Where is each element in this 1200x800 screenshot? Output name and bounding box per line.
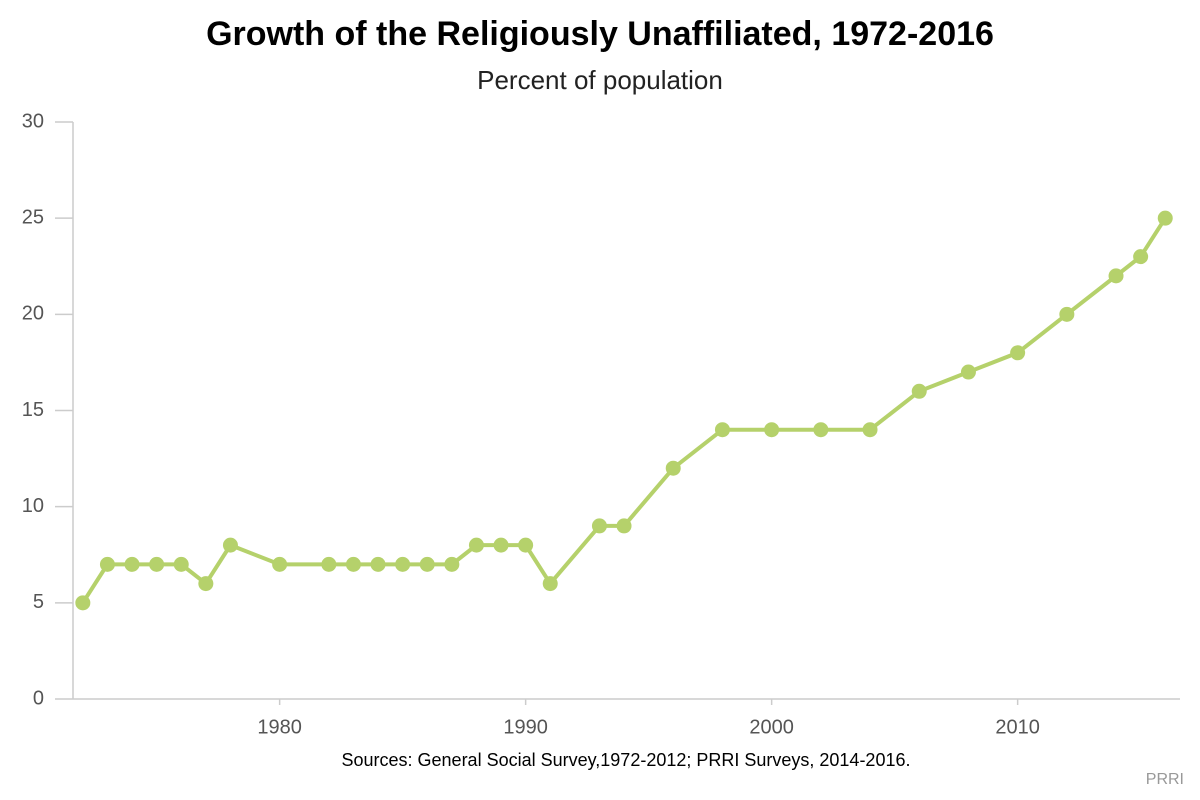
- data-point: [591, 518, 607, 534]
- data-point: [862, 422, 878, 438]
- data-point: [960, 364, 976, 380]
- data-point: [321, 556, 337, 572]
- data-point: [1157, 210, 1173, 226]
- data-point: [370, 556, 386, 572]
- x-tick-label: 1980: [257, 716, 302, 738]
- chart-subtitle: Percent of population: [477, 65, 723, 95]
- data-point: [173, 556, 189, 572]
- credit: PRRI: [1146, 771, 1184, 788]
- data-point: [345, 556, 361, 572]
- data-point: [419, 556, 435, 572]
- data-point: [616, 518, 632, 534]
- data-point: [1010, 345, 1026, 361]
- y-tick-label: 20: [22, 303, 44, 325]
- y-tick-label: 0: [33, 687, 44, 709]
- y-tick-label: 25: [22, 206, 44, 228]
- data-point: [124, 556, 140, 572]
- data-point: [714, 422, 730, 438]
- data-point: [813, 422, 829, 438]
- data-point: [395, 556, 411, 572]
- x-tick-label: 2010: [995, 716, 1040, 738]
- data-point: [665, 460, 681, 476]
- data-point: [1108, 268, 1124, 284]
- data-point: [764, 422, 780, 438]
- source-note: Sources: General Social Survey,1972-2012…: [342, 750, 911, 770]
- y-tick-label: 15: [22, 399, 44, 421]
- data-point: [493, 537, 509, 553]
- y-tick-label: 10: [22, 495, 44, 517]
- data-point: [198, 576, 214, 592]
- chart-title: Growth of the Religiously Unaffiliated, …: [206, 15, 994, 53]
- data-point: [468, 537, 484, 553]
- data-point: [272, 556, 288, 572]
- data-point: [1059, 306, 1075, 322]
- y-tick-label: 5: [33, 591, 44, 613]
- data-point: [911, 383, 927, 399]
- x-tick-label: 2000: [749, 716, 794, 738]
- data-point: [518, 537, 534, 553]
- data-point: [542, 576, 558, 592]
- y-tick-label: 30: [22, 110, 44, 132]
- data-point: [99, 556, 115, 572]
- data-point: [75, 595, 91, 611]
- x-tick-label: 1990: [503, 716, 548, 738]
- data-point: [149, 556, 165, 572]
- data-point: [1133, 249, 1149, 265]
- data-point: [444, 556, 460, 572]
- series-line: [81, 217, 1167, 604]
- data-point: [222, 537, 238, 553]
